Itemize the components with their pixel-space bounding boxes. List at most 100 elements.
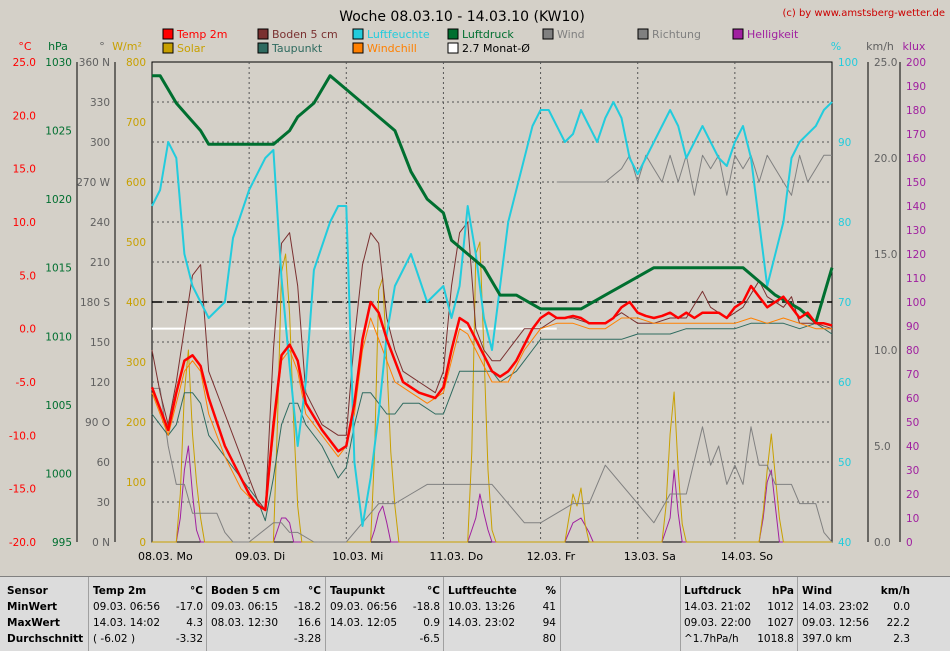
stats-row-label: MaxWert	[7, 617, 60, 629]
stats-unit: °C	[190, 585, 203, 597]
stats-separator	[560, 577, 561, 651]
axis-unit: °C	[18, 40, 32, 53]
axis-tick-label: 10.0	[874, 345, 897, 357]
axis-tick-label: 190	[906, 81, 926, 93]
legend-label: Helligkeit	[747, 28, 799, 41]
x-tick-label: 12.03. Fr	[527, 550, 576, 563]
series-taupunkt	[151, 322, 833, 522]
series-temp-2m	[150, 284, 833, 512]
stats-unit: °C	[427, 585, 440, 597]
stats-time: 14.03. 23:02	[448, 617, 515, 629]
axis-unit: %	[831, 40, 841, 53]
axis-tick-label: 360 N	[79, 57, 110, 69]
series-luftdruck	[152, 74, 834, 325]
axis-tick-label: 5.0	[874, 441, 891, 453]
axis-tick-label: 120	[90, 377, 110, 389]
stats-table: Sensor MinWert MaxWert Durchschnitt Temp 2m °…	[0, 576, 950, 651]
axis-tick-label: 100	[838, 57, 858, 69]
stats-value: 2.3	[893, 633, 910, 645]
stats-time: ( -6.02 )	[93, 633, 136, 645]
legend-swatch	[257, 42, 269, 54]
axis-tick-label: 330	[90, 97, 110, 109]
x-tick-label: 08.03. Mo	[138, 550, 193, 563]
stats-time: ^1.7hPa/h	[684, 633, 739, 645]
axis-tick-label: 800	[126, 57, 146, 69]
axis-tick-label: -15.0	[9, 484, 36, 496]
axes: °C 25.0 20.0 15.0 10.0 5.0 0.0 -5.0 -10.0 -15.0 -2…	[9, 40, 926, 563]
stats-value: 4.3	[186, 617, 203, 629]
legend-swatch	[162, 42, 174, 54]
axis-tick-label: 1020	[45, 194, 72, 206]
axis-tick-label: 995	[52, 537, 72, 549]
axis-tick-label: 300	[90, 137, 110, 149]
stats-value: 41	[542, 601, 556, 613]
stats-header: Wind	[802, 585, 833, 597]
stats-unit: %	[545, 585, 556, 597]
axis-tick-label: 170	[906, 129, 926, 141]
axis-tick-label: 60	[906, 393, 919, 405]
axis-tick-label: -10.0	[9, 430, 36, 442]
chart-title: Woche 08.03.10 - 14.03.10 (KW10)	[339, 9, 585, 25]
axis-tick-label: 80	[838, 217, 851, 229]
axis-tick-label: 70	[838, 297, 851, 309]
stats-header: Taupunkt	[330, 585, 385, 597]
legend-label: Boden 5 cm	[272, 28, 338, 41]
copyright: (c) by www.amstsberg-wetter.de	[782, 8, 945, 19]
legend-swatch	[162, 28, 174, 40]
legend-swatch	[732, 28, 744, 40]
legend-label: Taupunkt	[271, 42, 323, 55]
axis-tick-label: 240	[90, 217, 110, 229]
axis-tick-label: 60	[97, 457, 110, 469]
stats-time: 09.03. 06:56	[330, 601, 397, 613]
axis-tick-label: 0.0	[19, 324, 36, 336]
legend-label: 2.7 Monat-Ø	[462, 42, 530, 55]
axis-tick-label: 200	[906, 57, 926, 69]
axis-tick-label: 1005	[45, 400, 72, 412]
stats-value: -3.32	[175, 633, 203, 645]
legend-swatch	[447, 28, 459, 40]
stats-separator	[680, 577, 681, 651]
stats-value: 80	[542, 633, 556, 645]
axis-unit: km/h	[866, 40, 894, 53]
axis-tick-label: 40	[906, 441, 919, 453]
axis-unit: W/m²	[112, 40, 142, 53]
stats-value: 1027	[767, 617, 794, 629]
stats-time: 14.03. 23:02	[802, 601, 869, 613]
legend-label: Richtung	[652, 28, 701, 41]
stats-header: Sensor	[7, 585, 48, 597]
stats-row-label: Durchschnitt	[7, 633, 84, 645]
axis-tick-label: 5.0	[19, 270, 36, 282]
stats-value: 0.0	[893, 601, 910, 613]
x-tick-label: 11.03. Do	[429, 550, 483, 563]
axis-tick-label: 1010	[45, 331, 72, 343]
stats-time: 14.03. 21:02	[684, 601, 751, 613]
axis-tick-label: 0	[906, 537, 913, 549]
legend-swatch	[447, 42, 459, 54]
x-tick-label: 10.03. Mi	[332, 550, 383, 563]
legend-swatch	[352, 42, 364, 54]
axis-unit: hPa	[48, 40, 68, 53]
axis-tick-label: 40	[838, 537, 851, 549]
series-lines	[150, 74, 834, 543]
stats-header: Luftdruck	[684, 585, 742, 597]
axis-tick-label: 60	[838, 377, 851, 389]
axis-tick-label: 1015	[45, 263, 72, 275]
axis-tick-label: 30	[906, 465, 919, 477]
axis-tick-label: 25.0	[874, 57, 897, 69]
axis-tick-label: 500	[126, 237, 146, 249]
stats-time: 397.0 km	[802, 633, 852, 645]
legend-swatch	[542, 28, 554, 40]
stats-value: -17.0	[175, 601, 203, 613]
axis-tick-label: 90 O	[85, 417, 110, 429]
stats-value: -6.5	[419, 633, 441, 645]
legend-label: Windchill	[367, 42, 417, 55]
stats-separator	[325, 577, 326, 651]
axis-tick-label: 160	[906, 153, 926, 165]
legend-label: Luftdruck	[462, 28, 514, 41]
legend-swatch	[352, 28, 364, 40]
axis-tick-label: -20.0	[9, 537, 36, 549]
axis-tick-label: 10	[906, 513, 919, 525]
axis-tick-label: 270 W	[76, 177, 110, 189]
axis-tick-label: 210	[90, 257, 110, 269]
